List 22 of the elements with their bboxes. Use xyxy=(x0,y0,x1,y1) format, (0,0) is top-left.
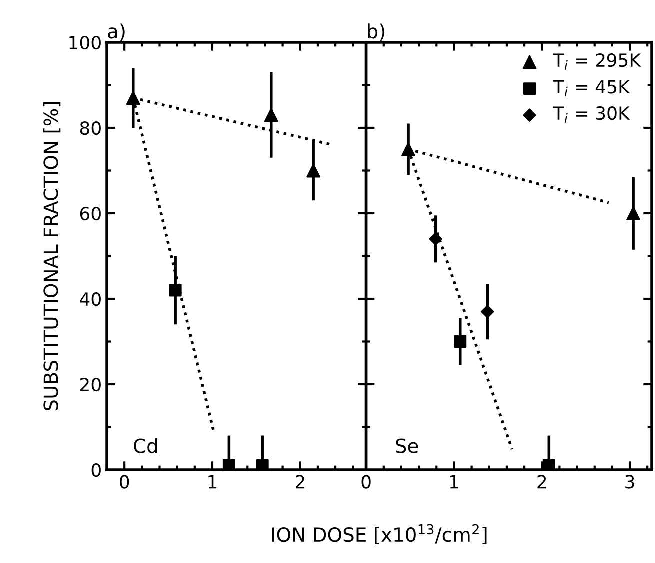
y-tick-label: 0 xyxy=(92,463,101,478)
y-axis-title: SUBSTITUTIONAL FRACTION [%] xyxy=(43,102,61,411)
x-tick-label: 1 xyxy=(450,475,458,489)
legend-label: T$_{i}$ = 45K xyxy=(553,80,630,96)
legend-label: T$_{i}$ = 30K xyxy=(553,106,630,123)
annotation: Se xyxy=(396,438,418,454)
x-axis-title: ION DOSE [x10$^{13}$/cm$^{2}$] xyxy=(272,524,487,544)
x-tick-label: 2 xyxy=(538,475,546,489)
y-tick-label: 60 xyxy=(80,206,101,221)
x-tick-label: 1 xyxy=(208,475,217,489)
annotation: Cd xyxy=(134,438,158,454)
chart-title: a) xyxy=(108,24,125,42)
x-tick-label: 2 xyxy=(296,475,304,489)
chart-title: b) xyxy=(368,24,385,42)
y-tick-label: 40 xyxy=(80,292,101,306)
x-tick-label: 0 xyxy=(362,475,371,489)
y-tick-label: 100 xyxy=(70,36,101,50)
y-tick-label: 80 xyxy=(80,121,101,136)
x-tick-label: 3 xyxy=(626,475,634,489)
y-tick-label: 20 xyxy=(80,378,101,392)
x-tick-label: 0 xyxy=(120,475,130,489)
legend-label: T$_{i}$ = 295K xyxy=(553,54,642,70)
